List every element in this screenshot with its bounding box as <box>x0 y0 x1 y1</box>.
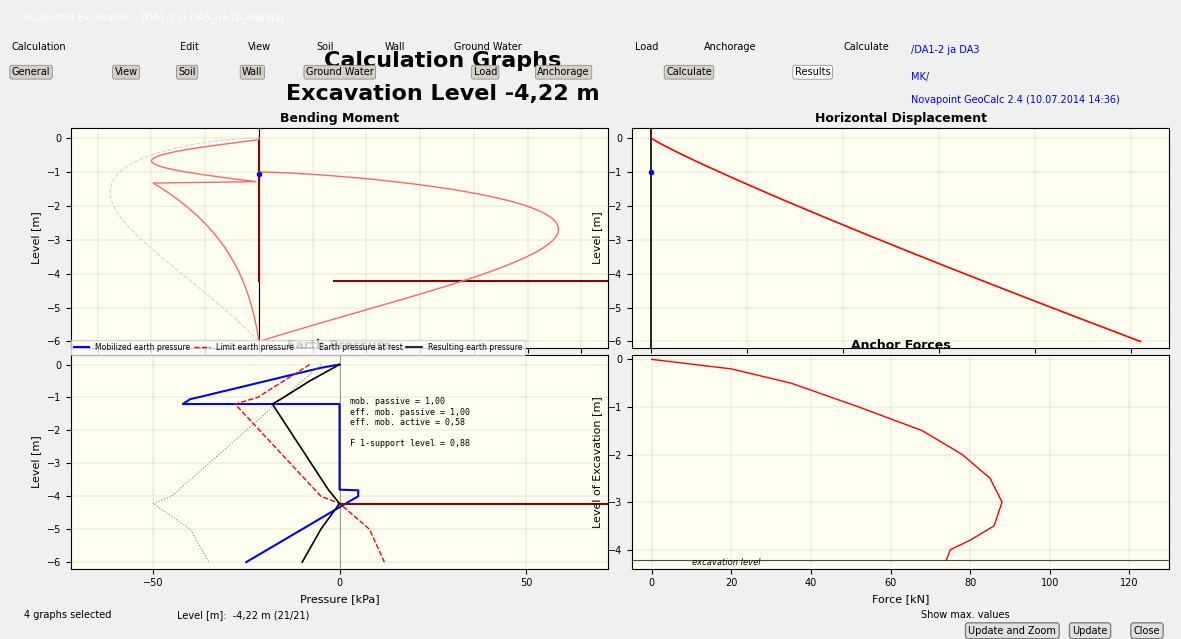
Text: Results: Results <box>795 67 830 77</box>
Legend: Mobilized earth pressure, Limit earth pressure, Earth pressure at rest, Resultin: Mobilized earth pressure, Limit earth pr… <box>71 340 526 355</box>
Text: View: View <box>115 67 138 77</box>
Text: Novapoint GeoCalc 2.4 (10.07.2014 14:36): Novapoint GeoCalc 2.4 (10.07.2014 14:36) <box>911 95 1120 105</box>
Title: Earth Pressure: Earth Pressure <box>287 339 392 352</box>
Text: Soil: Soil <box>317 42 334 52</box>
Y-axis label: Level of Excavation [m]: Level of Excavation [m] <box>592 396 602 528</box>
Y-axis label: Level [m]: Level [m] <box>31 435 41 488</box>
X-axis label: Pressure [kPa]: Pressure [kPa] <box>300 594 379 604</box>
Y-axis label: Level [m]: Level [m] <box>592 212 602 265</box>
Text: Close: Close <box>1134 626 1160 636</box>
Text: View: View <box>248 42 272 52</box>
Text: Supported Excavation - [DA1-2 ja DA3_q=10_alaraja]: Supported Excavation - [DA1-2 ja DA3_q=1… <box>24 12 283 23</box>
Text: Calculation Graphs: Calculation Graphs <box>325 51 561 71</box>
Title: Bending Moment: Bending Moment <box>280 112 399 125</box>
Text: Calculation: Calculation <box>12 42 66 52</box>
Text: Anchorage: Anchorage <box>537 67 589 77</box>
Text: Update and Zoom: Update and Zoom <box>968 626 1056 636</box>
Text: Level [m]:  -4,22 m (21/21): Level [m]: -4,22 m (21/21) <box>177 610 309 620</box>
X-axis label: Force [kN]: Force [kN] <box>872 594 929 604</box>
Text: General: General <box>12 67 51 77</box>
Text: Soil: Soil <box>178 67 196 77</box>
Text: Wall: Wall <box>385 42 405 52</box>
Y-axis label: Level [m]: Level [m] <box>31 212 41 265</box>
Text: Edit: Edit <box>180 42 198 52</box>
Text: Calculate: Calculate <box>666 67 712 77</box>
Text: Ground Water: Ground Water <box>454 42 521 52</box>
Text: Update: Update <box>1072 626 1108 636</box>
Text: Show max. values: Show max. values <box>921 610 1010 620</box>
Text: mob. passive = 1,00
eff. mob. passive = 1,00
eff. mob. active = 0,58

F 1-suppor: mob. passive = 1,00 eff. mob. passive = … <box>351 397 470 448</box>
Text: excavation level: excavation level <box>692 558 761 567</box>
Text: 4 graphs selected: 4 graphs selected <box>24 610 111 620</box>
Title: Anchor Forces: Anchor Forces <box>850 339 951 352</box>
Text: /DA1-2 ja DA3: /DA1-2 ja DA3 <box>911 45 979 56</box>
Text: Ground Water: Ground Water <box>306 67 373 77</box>
Text: Wall: Wall <box>242 67 262 77</box>
X-axis label: Horizontal displacement [mm]: Horizontal displacement [mm] <box>816 373 985 383</box>
Text: Anchorage: Anchorage <box>704 42 756 52</box>
Text: Load: Load <box>474 67 497 77</box>
Text: Load: Load <box>635 42 659 52</box>
Title: Horizontal Displacement: Horizontal Displacement <box>815 112 986 125</box>
Text: MK/: MK/ <box>911 72 928 82</box>
Text: Excavation Level -4,22 m: Excavation Level -4,22 m <box>286 84 600 104</box>
X-axis label: Bending moment [kNm]: Bending moment [kNm] <box>273 374 406 383</box>
Text: Calculate: Calculate <box>843 42 889 52</box>
